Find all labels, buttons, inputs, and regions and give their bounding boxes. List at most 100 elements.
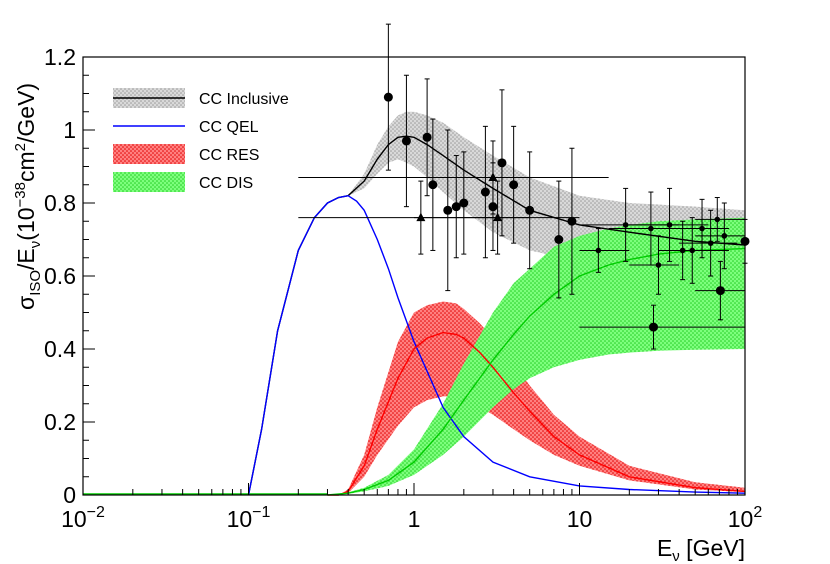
y-tick-label: 0.4 <box>44 336 76 362</box>
marker-circle <box>497 158 507 168</box>
data-point <box>428 118 438 251</box>
x-axis-title: Eν [GeV] <box>657 535 745 564</box>
data-point <box>554 180 564 299</box>
data-point <box>695 260 745 321</box>
marker-circle <box>525 205 535 215</box>
legend-swatch <box>113 172 185 192</box>
marker-dot <box>655 262 662 268</box>
marker-dot <box>595 247 602 254</box>
legend-label: CC DIS <box>199 175 253 192</box>
marker-dot <box>721 233 728 239</box>
marker-circle <box>649 322 659 332</box>
x-axis-title-rest: [GeV] <box>680 535 745 561</box>
marker-circle <box>509 180 519 190</box>
y-axis-title-sub1: ISO <box>27 270 44 296</box>
marker-dot <box>666 222 673 228</box>
data-point <box>579 228 630 273</box>
data-point <box>525 151 535 270</box>
y-axis-title-sub2: ν <box>27 241 44 249</box>
x-tick-label: 10−1 <box>227 504 271 532</box>
curve-cc-res <box>327 331 746 496</box>
marker-dot <box>622 222 629 228</box>
data-point <box>480 125 490 259</box>
marker-circle <box>715 286 725 296</box>
x-tick-base: 10 <box>61 506 87 532</box>
data-point <box>679 198 729 259</box>
legend-label: CC QEL <box>199 119 259 136</box>
curve-cc-qel <box>247 194 746 496</box>
y-tick-label: 0 <box>63 482 76 508</box>
data-point <box>629 235 680 295</box>
legend-label: CC Inclusive <box>199 91 289 108</box>
y-tick-label: 0.8 <box>44 190 76 216</box>
data-point <box>422 78 432 197</box>
marker-circle <box>480 187 490 197</box>
data-point <box>298 140 609 215</box>
model-curves <box>83 135 746 496</box>
data-point <box>383 23 393 171</box>
data-point <box>629 187 709 262</box>
x-tick-exponent: −2 <box>87 504 105 521</box>
y-axis-title-sup1: −38 <box>12 182 29 207</box>
y-axis-title-p1: σ <box>13 296 39 310</box>
data-point <box>509 125 519 244</box>
legend-swatch <box>113 144 185 164</box>
x-tick-base: 1 <box>408 506 421 532</box>
legend-entry: CC Inclusive <box>113 88 289 108</box>
marker-circle <box>554 235 564 244</box>
x-tick-label: 10−2 <box>61 504 105 532</box>
curve-cc-dis <box>327 247 746 496</box>
y-tick-label: 1.2 <box>44 44 76 70</box>
y-tick-label: 0.2 <box>44 409 76 435</box>
legend-entry: CC DIS <box>113 172 253 192</box>
data-point <box>443 129 453 292</box>
x-tick-label: 10 <box>567 506 593 532</box>
y-axis-title: σISO/Eν(10−38cm2/GeV) <box>12 83 44 310</box>
x-axis-title-sub: ν <box>672 548 680 564</box>
x-tick-base: 10 <box>227 506 253 532</box>
x-tick-exponent: −1 <box>252 504 270 521</box>
marker-dot <box>648 225 654 232</box>
data-point <box>679 209 738 277</box>
legend: CC Inclusive CC QEL CC RES CC DIS <box>113 88 289 192</box>
y-tick-label: 1 <box>63 117 76 143</box>
data-point <box>695 202 745 270</box>
data-point <box>451 155 461 259</box>
marker-triangle <box>488 172 498 181</box>
marker-circle <box>443 205 453 215</box>
y-axis-title-p4: cm <box>13 151 39 182</box>
marker-circle <box>459 198 469 208</box>
band-cc-inclusive <box>248 111 745 495</box>
marker-circle <box>428 180 438 190</box>
y-tick-label: 0.6 <box>44 263 76 289</box>
data-point <box>401 74 411 208</box>
y-axis-title-p5: /GeV) <box>13 83 39 143</box>
marker-dot <box>689 247 696 254</box>
measurement-points <box>298 23 750 350</box>
marker-circle <box>451 202 461 212</box>
marker-dot <box>707 240 714 246</box>
marker-circle <box>383 92 393 102</box>
marker-circle <box>567 216 577 226</box>
legend-entry: CC QEL <box>113 119 259 136</box>
y-axis-title-p3: (10 <box>13 207 39 240</box>
x-tick-base: 10 <box>728 506 754 532</box>
legend-label: CC RES <box>199 147 259 164</box>
data-point <box>414 180 580 255</box>
uncertainty-bands <box>248 111 745 495</box>
marker-triangle <box>493 212 503 222</box>
marker-triangle <box>416 212 426 222</box>
y-axis-title-p2: /E <box>13 248 39 270</box>
legend-entry: CC RES <box>113 144 259 164</box>
marker-circle <box>422 132 432 142</box>
x-tick-label: 102 <box>728 504 763 532</box>
marker-circle <box>401 136 411 146</box>
band-cc-res <box>327 301 745 495</box>
data-point <box>695 197 745 242</box>
x-axis-title-main: E <box>657 535 672 561</box>
marker-dot <box>714 216 721 223</box>
marker-dot <box>699 225 705 232</box>
